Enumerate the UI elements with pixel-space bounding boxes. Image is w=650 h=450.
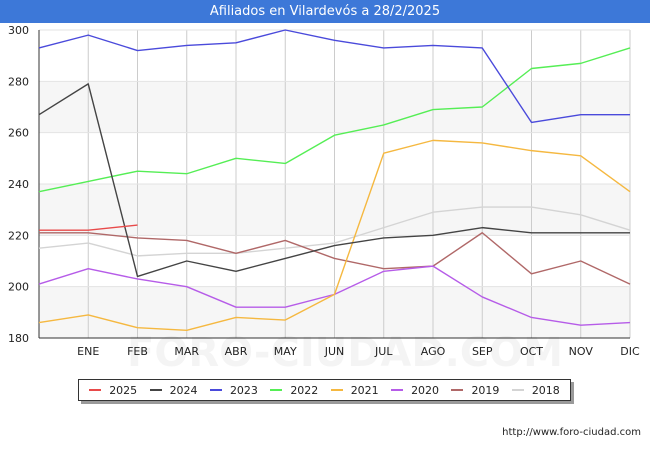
x-tick-label: JUN: [324, 345, 345, 358]
chart-title: Afiliados en Vilardevós a 28/2/2025: [0, 0, 650, 23]
legend-label: 2019: [471, 383, 500, 397]
legend-item-2019: 2019: [451, 384, 499, 397]
x-tick-label: JUL: [374, 345, 393, 358]
legend-swatch: [330, 389, 343, 391]
y-tick-label: 200: [8, 281, 29, 294]
legend-swatch: [149, 389, 162, 391]
series-line-2021: [38, 139, 631, 331]
x-tick-label: DIC: [620, 345, 640, 358]
series-line-2024: [38, 83, 630, 278]
gridlines: [39, 29, 631, 338]
y-tick-labels: 180 200 220 240 260 280 300: [8, 24, 29, 345]
legend-item-2021: 2021: [330, 383, 379, 397]
legend-label: 2020: [411, 383, 440, 397]
legend-swatch: [391, 389, 404, 391]
legend-label: 2018: [531, 383, 560, 397]
legend-swatch: [89, 389, 102, 391]
legend-label: 2022: [290, 383, 319, 397]
legend-label: 2023: [229, 383, 258, 397]
legend-swatch: [270, 389, 283, 391]
series-lines: [38, 29, 631, 331]
series-line-2025: [39, 224, 138, 231]
x-tick-label: MAR: [174, 345, 199, 358]
x-tick-label: NOV: [569, 345, 594, 358]
x-tick-label: SEP: [472, 345, 493, 358]
y-tick-label: 300: [8, 24, 29, 37]
x-tick-label: MAY: [274, 345, 297, 358]
legend-item-2025: 2025: [89, 384, 137, 397]
legend-item-2024: 2024: [149, 383, 198, 397]
legend-label: 2021: [350, 383, 379, 397]
x-tick-label: OCT: [520, 345, 543, 358]
legend-label: 2025: [109, 383, 138, 397]
axes: [38, 30, 630, 339]
y-tick-label: 240: [8, 178, 29, 191]
series-line-2018: [38, 206, 631, 257]
legend-item-2022: 2022: [270, 384, 318, 397]
watermark: FORO-CIUDAD.COM: [127, 330, 563, 376]
y-tick-label: 260: [8, 127, 29, 140]
x-tick-label: AGO: [421, 345, 446, 358]
legend-swatch: [209, 389, 222, 391]
source-link[interactable]: http://www.foro-ciudad.com: [502, 427, 641, 438]
series-line-2023: [38, 29, 630, 124]
x-tick-label: FEB: [127, 345, 148, 358]
y-tick-label: 280: [8, 75, 29, 88]
legend-item-2023: 2023: [209, 383, 258, 397]
x-tick-labels: ENE FEB MAR ABR MAY JUN JUL AGO SEP OCT NOV DIC: [77, 345, 640, 358]
series-line-2022: [38, 47, 631, 193]
y-tick-label: 220: [8, 229, 29, 242]
legend-item-2020: 2020: [391, 384, 439, 397]
series-line-2019: [39, 232, 631, 285]
legend-item-2018: 2018: [511, 383, 560, 397]
legend: 2025 2024 2023 2022 2021 2020 2019 2018: [78, 379, 571, 401]
legend-label: 2024: [169, 383, 198, 397]
legend-swatch: [451, 389, 464, 391]
legend-swatch: [511, 389, 524, 391]
x-tick-label: ENE: [77, 345, 99, 358]
y-tick-label: 180: [8, 332, 29, 345]
x-tick-label: ABR: [225, 345, 248, 358]
